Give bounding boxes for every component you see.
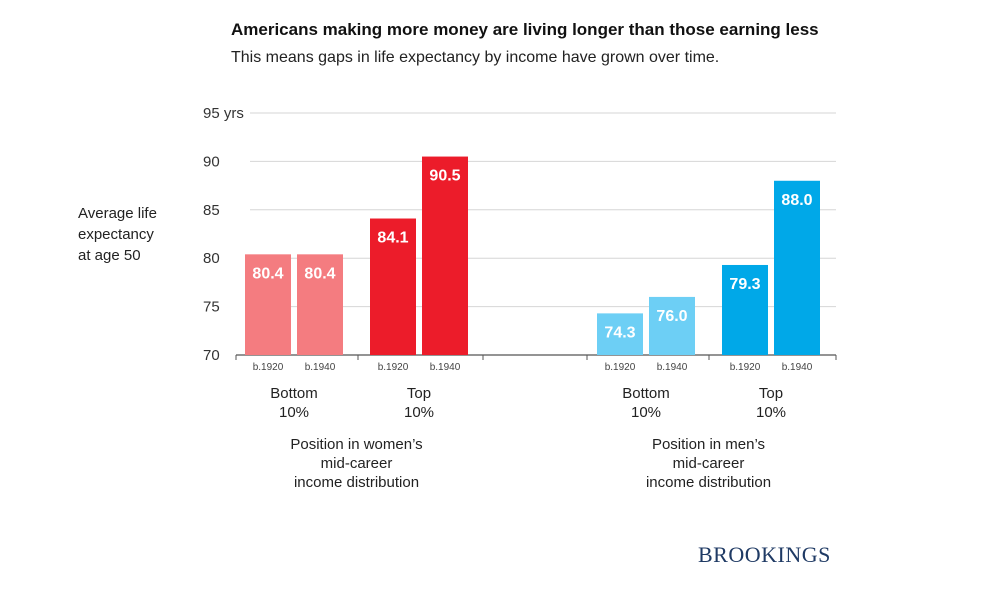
cohort-tick-label: b.1940 — [430, 362, 461, 373]
subgroup-label-line: Top — [406, 385, 432, 402]
group-label-line: Position in women’s — [290, 436, 423, 453]
y-tick-label: 70 — [203, 347, 220, 364]
chart-subtitle: This means gaps in life expectancy by in… — [231, 49, 720, 66]
bar-value-label: 90.5 — [429, 168, 460, 185]
subgroup-label-line: 10% — [755, 404, 787, 421]
y-tick-label: 95 yrs — [203, 105, 244, 122]
y-axis-label: Average life expectancy at age 50 — [78, 203, 157, 266]
bar-value-label: 79.3 — [729, 276, 760, 293]
bar-value-label: 80.4 — [252, 265, 283, 282]
group-label-line: Position in men’s — [651, 436, 766, 453]
y-tick-label: 85 — [203, 202, 220, 219]
cohort-tick-label: b.1940 — [305, 362, 336, 373]
y-axis-label-line: Average life — [78, 205, 157, 222]
bar-value-label: 76.0 — [656, 308, 687, 325]
group-label: Position in women’s mid-career income dist… — [247, 435, 467, 492]
bar-value-label: 80.4 — [304, 265, 335, 282]
cohort-tick-label: b.1920 — [605, 362, 636, 373]
y-tick-label: 90 — [203, 153, 220, 170]
y-axis-label-line: expectancy — [78, 226, 154, 243]
bar — [297, 254, 343, 355]
cohort-tick-label: b.1940 — [782, 362, 813, 373]
group-label: Position in men’s mid-career income distri… — [599, 435, 819, 492]
bar — [597, 313, 643, 355]
subgroup-label: Top 10% — [374, 384, 464, 422]
bar — [370, 218, 416, 355]
bar — [422, 156, 468, 355]
cohort-tick-label: b.1940 — [657, 362, 688, 373]
subgroup-label: Bottom 10% — [601, 384, 691, 422]
bar — [649, 296, 695, 355]
cohort-tick-label: b.1920 — [253, 362, 284, 373]
subgroup-label: Bottom 10% — [249, 384, 339, 422]
group-label-line: mid-career — [320, 455, 393, 472]
brookings-logo: BROOKINGS — [698, 542, 831, 567]
y-axis-label-line: at age 50 — [78, 247, 141, 264]
y-tick-label: 75 — [203, 299, 220, 316]
bar — [245, 254, 291, 355]
subgroup-label-line: Top — [758, 385, 784, 402]
chart-title: Americans making more money are living l… — [231, 20, 819, 39]
group-label-line: mid-career — [672, 455, 745, 472]
subgroup-label-line: 10% — [278, 404, 310, 421]
subgroup-label: Top 10% — [726, 384, 816, 422]
cohort-tick-label: b.1920 — [730, 362, 761, 373]
bar-value-label: 84.1 — [377, 230, 408, 247]
bar-value-label: 74.3 — [604, 324, 635, 341]
cohort-tick-label: b.1920 — [378, 362, 409, 373]
subgroup-label-line: Bottom — [270, 385, 318, 402]
subgroup-label-line: 10% — [403, 404, 435, 421]
y-tick-label: 80 — [203, 250, 220, 267]
bar — [722, 264, 768, 355]
bar-value-label: 88.0 — [781, 192, 812, 209]
subgroup-label-line: 10% — [630, 404, 662, 421]
subgroup-label-line: Bottom — [622, 385, 670, 402]
bar — [774, 180, 820, 355]
group-label-line: income distribution — [293, 474, 420, 491]
group-label-line: income distribution — [645, 474, 772, 491]
